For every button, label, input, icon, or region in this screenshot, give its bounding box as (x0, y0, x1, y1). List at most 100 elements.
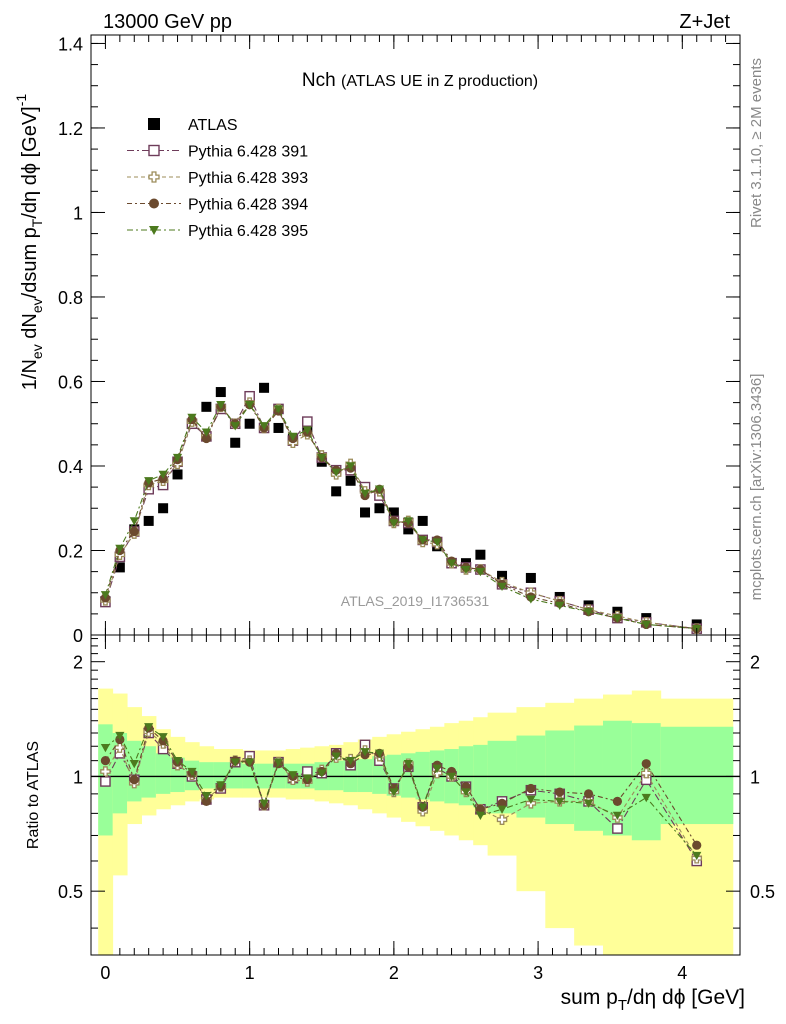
ratio-plot-marks (100, 723, 703, 867)
main-point (144, 477, 154, 486)
main-y-tick-label: 0.8 (58, 288, 83, 308)
main-point (417, 515, 428, 526)
main-point (201, 428, 211, 437)
legend-label: ATLAS (188, 117, 238, 134)
ratio-panel: 0.5 0.5 1 1 2 2 Ratio to ATLAS sum pT/dη dϕ [… (25, 634, 775, 1014)
main-point (215, 387, 226, 398)
ratio-point (259, 799, 269, 808)
main-point (418, 536, 428, 545)
main-point (129, 517, 139, 526)
legend-label: Pythia 6.428 391 (188, 144, 308, 161)
main-series-line (104, 403, 697, 630)
header-left: 13000 GeV pp (103, 11, 232, 33)
ratio-y-tick-label-left: 2 (73, 653, 83, 673)
main-point (259, 422, 269, 431)
x-tick-label: 3 (533, 963, 543, 983)
ratio-point (446, 772, 457, 782)
ratio-point (692, 840, 702, 850)
ratio-point (526, 795, 536, 805)
ratio-point (317, 769, 327, 778)
ratio-point (115, 731, 125, 741)
main-point (244, 418, 255, 429)
main-y-tick-label: 1.2 (58, 119, 83, 139)
main-point (302, 426, 312, 435)
ratio-green-band-bin (328, 760, 344, 791)
x-tick-label: 4 (677, 963, 687, 983)
rivet-label: Rivet 3.1.10, ≥ 2M events (748, 58, 765, 228)
main-point (172, 453, 183, 463)
ratio-point (144, 723, 154, 732)
ratio-point (346, 756, 356, 766)
main-point (187, 413, 197, 422)
main-point (475, 549, 486, 560)
main-point (432, 538, 442, 547)
main-point (172, 469, 183, 480)
main-point (525, 572, 536, 583)
ratio-point (129, 775, 139, 785)
ratio-point (555, 787, 565, 797)
ratio-green-band-bin (155, 753, 171, 794)
main-point (497, 570, 508, 581)
main-point (317, 453, 327, 463)
ratio-uncertainty-bands (98, 688, 734, 955)
ratio-y-tick-label-right: 0.5 (750, 882, 775, 902)
ratio-point (389, 788, 399, 797)
main-y-tick-label: 0.2 (58, 541, 83, 561)
main-point (555, 601, 565, 611)
ratio-series-line (105, 725, 698, 856)
main-point (403, 524, 414, 535)
main-point (446, 559, 457, 568)
mcplots-label: mcplots.cern.ch [arXiv:1306.3436] (748, 374, 765, 601)
ratio-point (331, 752, 341, 761)
ratio-point (612, 811, 623, 821)
header-right: Z+Jet (679, 11, 730, 33)
main-point (158, 503, 169, 514)
main-y-axis-label: 1/Nev dNev/dsum pT/dη dϕ [GeV]-1 (13, 94, 45, 391)
ratio-point (201, 792, 211, 801)
ratio-point (288, 771, 298, 780)
main-point (143, 515, 154, 526)
ratio-green-band-bin (660, 726, 734, 825)
ratio-point (172, 756, 183, 766)
main-point (259, 382, 270, 393)
ratio-point (374, 749, 385, 758)
ratio-point (641, 793, 651, 803)
ratio-point (641, 759, 651, 769)
ratio-series-line (104, 731, 698, 862)
main-point (360, 507, 371, 518)
main-series-4 (100, 401, 702, 634)
main-point (345, 475, 356, 486)
ratio-point (158, 733, 168, 742)
ratio-point (216, 781, 226, 790)
main-y-tick-label: 0 (73, 626, 83, 646)
legend-marker (149, 226, 159, 235)
main-point (114, 562, 125, 573)
main-point (230, 422, 240, 431)
main-point (497, 582, 507, 592)
ratio-point (273, 758, 284, 767)
ratio-point (418, 803, 428, 812)
main-title-text: Nch (302, 70, 336, 91)
ratio-point (230, 758, 240, 767)
ratio-point (431, 767, 443, 779)
ratio-green-band-bin (545, 730, 575, 825)
legend-marker (148, 144, 160, 157)
legend-label: Pythia 6.428 393 (188, 170, 308, 187)
ratio-y-axis-label: Ratio to ATLAS (25, 741, 42, 849)
ratio-point (100, 756, 111, 766)
ratio-green-band-bin (415, 751, 431, 800)
ratio-point (302, 774, 312, 783)
x-axis-label: sum pT/dη dϕ [GeV] (561, 986, 745, 1014)
main-y-tick-label: 1 (73, 203, 83, 223)
ratio-axes: 0.5 0.5 1 1 2 2 (58, 638, 775, 929)
main-title: Nch (ATLAS UE in Z production) (302, 70, 538, 91)
main-point (583, 608, 594, 617)
main-point (388, 507, 399, 518)
ratio-point (461, 788, 471, 797)
x-tick-label: 1 (245, 963, 255, 983)
ratio-point (100, 766, 111, 777)
main-point (526, 595, 536, 604)
ratio-point (555, 797, 565, 806)
main-point (461, 565, 471, 575)
main-plot-marks (100, 382, 703, 634)
